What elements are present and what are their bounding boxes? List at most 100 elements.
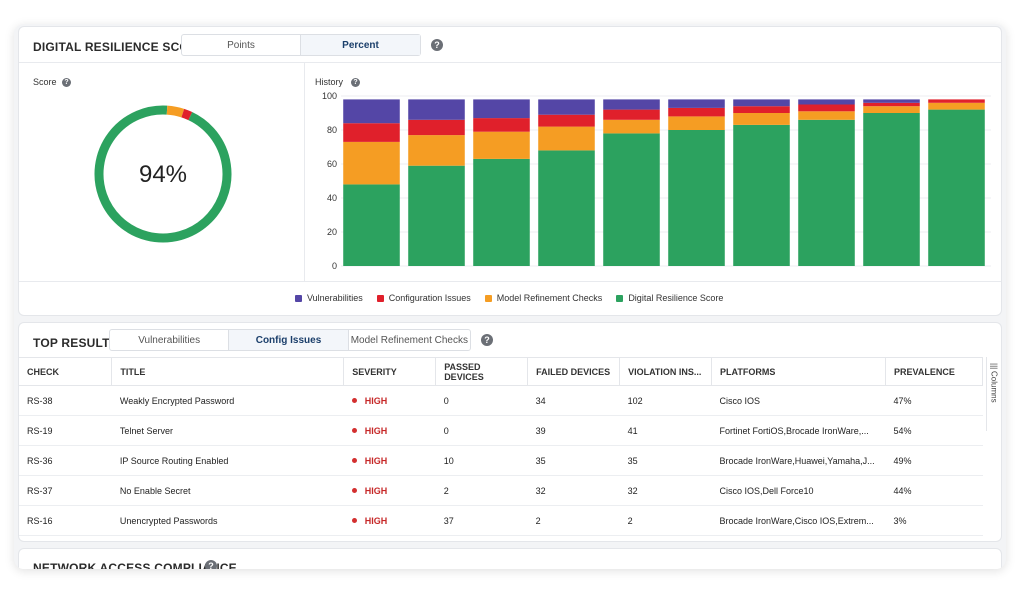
history-label: History (315, 77, 344, 87)
tab-vulnerabilities[interactable]: Vulnerabilities (110, 330, 230, 350)
column-header-prevalence[interactable]: PREVALENCE (885, 357, 983, 386)
cell-violations: 32 (619, 475, 712, 506)
bar-vulnerabilities[interactable] (473, 99, 530, 119)
bar-configuration-issues[interactable] (538, 114, 595, 127)
bar-digital-resilience-score[interactable] (473, 158, 530, 266)
table-row[interactable]: RS-36 IP Source Routing Enabled HIGH 10 … (19, 445, 983, 476)
bar-configuration-issues[interactable] (928, 99, 985, 103)
cell-violations: 41 (619, 415, 712, 446)
vertical-divider (304, 63, 305, 281)
bar-model-refinement-checks[interactable] (473, 131, 530, 159)
legend-digital-resilience-score[interactable]: Digital Resilience Score (616, 293, 723, 303)
cell-prevalence: 47% (885, 385, 983, 416)
resilience-panel: DIGITAL RESILIENCE SCORE Points Percent … (18, 26, 1002, 316)
cell-violations: 2 (619, 505, 712, 536)
column-header-platforms[interactable]: PLATFORMS (711, 357, 886, 386)
bar-digital-resilience-score[interactable] (928, 109, 985, 266)
legend-divider (19, 281, 1001, 282)
tab-model-refinement-checks[interactable]: Model Refinement Checks (350, 334, 468, 346)
cell-severity: HIGH (343, 475, 436, 506)
column-header-title[interactable]: TITLE (111, 357, 345, 386)
bar-vulnerabilities[interactable] (603, 99, 660, 110)
chart-legend: Vulnerabilities Configuration Issues Mod… (295, 293, 723, 303)
bar-configuration-issues[interactable] (408, 119, 465, 136)
cell-prevalence: 44% (885, 475, 983, 506)
cell-check: RS-36 (19, 445, 112, 476)
cell-passed: 37 (435, 505, 528, 536)
score-value: 94% (139, 161, 187, 188)
cell-platforms: Brocade IronWare,Cisco IOS,Extrem... (711, 505, 886, 536)
history-help-icon[interactable]: ? (351, 78, 360, 87)
column-header-severity[interactable]: SEVERITY (343, 357, 437, 386)
bar-vulnerabilities[interactable] (733, 99, 790, 107)
table-row[interactable]: RS-16 Unencrypted Passwords HIGH 37 2 2 … (19, 505, 983, 536)
resilience-title: DIGITAL RESILIENCE SCORE (33, 40, 207, 54)
bar-model-refinement-checks[interactable] (668, 116, 725, 130)
bar-model-refinement-checks[interactable] (928, 102, 985, 110)
network-access-help-icon[interactable]: ? (205, 560, 217, 569)
bar-digital-resilience-score[interactable] (343, 184, 400, 266)
column-header-failed-devices[interactable]: FAILED DEVICES (527, 357, 621, 386)
bar-vulnerabilities[interactable] (863, 99, 920, 103)
bar-model-refinement-checks[interactable] (798, 111, 855, 120)
bar-configuration-issues[interactable] (343, 123, 400, 142)
legend-model-refinement-checks[interactable]: Model Refinement Checks (484, 293, 603, 303)
columns-label: Columns (989, 371, 999, 403)
cell-title: IP Source Routing Enabled (111, 445, 344, 476)
cell-severity: HIGH (343, 415, 436, 446)
bar-model-refinement-checks[interactable] (408, 135, 465, 166)
severity-label: HIGH (364, 515, 388, 526)
bar-digital-resilience-score[interactable] (863, 113, 920, 266)
bar-configuration-issues[interactable] (603, 109, 660, 120)
cell-violations: 102 (619, 385, 712, 416)
column-header-violation-instances[interactable]: VIOLATION INS... (619, 357, 713, 386)
toggle-points[interactable]: Points (182, 35, 301, 55)
bar-model-refinement-checks[interactable] (538, 126, 595, 151)
bar-digital-resilience-score[interactable] (538, 150, 595, 266)
bar-vulnerabilities[interactable] (668, 99, 725, 108)
cell-platforms: Fortinet FortiOS,Brocade IronWare,... (711, 415, 886, 446)
cell-severity: HIGH (343, 445, 436, 476)
bar-vulnerabilities[interactable] (408, 99, 465, 120)
resilience-help-icon[interactable]: ? (431, 39, 443, 51)
column-header-passed-devices[interactable]: PASSED DEVICES (435, 357, 529, 386)
table-header-row: CHECK TITLE SEVERITY PASSED DEVICES FAIL… (19, 357, 983, 386)
bar-digital-resilience-score[interactable] (603, 133, 660, 266)
score-help-icon[interactable]: ? (62, 78, 71, 87)
legend-label: Configuration Issues (388, 293, 471, 303)
bar-model-refinement-checks[interactable] (343, 141, 400, 185)
bar-configuration-issues[interactable] (863, 102, 920, 107)
bar-vulnerabilities[interactable] (538, 99, 595, 115)
bar-vulnerabilities[interactable] (343, 99, 400, 124)
legend-configuration-issues[interactable]: Configuration Issues (376, 293, 471, 303)
cell-prevalence: 49% (885, 445, 983, 476)
top-results-help-icon[interactable]: ? (481, 334, 493, 346)
tab-config-issues[interactable]: Config Issues (229, 330, 349, 350)
table-row[interactable]: RS-38 Weakly Encrypted Password HIGH 0 3… (19, 385, 983, 416)
bar-vulnerabilities[interactable] (798, 99, 855, 105)
resilience-divider (19, 62, 1001, 63)
bar-configuration-issues[interactable] (473, 118, 530, 132)
columns-side-tab[interactable]: ||| Columns (986, 357, 1001, 431)
bar-model-refinement-checks[interactable] (733, 113, 790, 125)
cell-prevalence: 54% (885, 415, 983, 446)
bar-model-refinement-checks[interactable] (863, 106, 920, 113)
bar-digital-resilience-score[interactable] (408, 165, 465, 266)
legend-label: Model Refinement Checks (496, 293, 603, 303)
toggle-percent[interactable]: Percent (301, 35, 420, 55)
network-access-title: NETWORK ACCESS COMPLIANCE (33, 561, 237, 569)
bar-model-refinement-checks[interactable] (603, 119, 660, 134)
legend-vulnerabilities[interactable]: Vulnerabilities (295, 293, 363, 303)
bar-configuration-issues[interactable] (733, 106, 790, 113)
bar-digital-resilience-score[interactable] (668, 130, 725, 266)
results-table: CHECK TITLE SEVERITY PASSED DEVICES FAIL… (19, 357, 983, 536)
score-segment-orange (166, 105, 185, 118)
bar-configuration-issues[interactable] (798, 104, 855, 112)
ytick-100: 100 (321, 91, 337, 101)
bar-configuration-issues[interactable] (668, 107, 725, 117)
table-row[interactable]: RS-37 No Enable Secret HIGH 2 32 32 Cisc… (19, 475, 983, 506)
column-header-check[interactable]: CHECK (19, 357, 113, 386)
bar-digital-resilience-score[interactable] (733, 124, 790, 267)
table-row[interactable]: RS-19 Telnet Server HIGH 0 39 41 Fortine… (19, 415, 983, 446)
bar-digital-resilience-score[interactable] (798, 119, 855, 266)
